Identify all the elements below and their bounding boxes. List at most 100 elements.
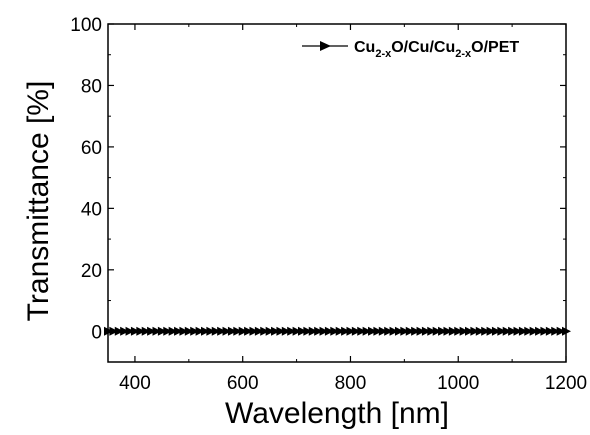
data-point-triangle [276,326,286,336]
data-point-triangle [427,326,437,336]
legend-label-tail: O/PET [471,39,519,56]
data-point-triangle [168,326,178,336]
legend-label: Cu2-xO/Cu/Cu2-xO/PET [354,39,519,60]
x-tick-label: 800 [335,373,367,394]
data-point-triangle [454,326,464,336]
data-point-triangle [179,326,189,336]
data-point-triangle [357,326,367,336]
data-point-triangle [238,326,248,336]
data-point-triangle [130,326,140,336]
data-point-triangle [303,326,313,336]
data-point-triangle [378,326,388,336]
data-point-triangle [120,326,130,336]
x-tick-label: 1200 [545,373,587,394]
data-point-triangle [341,326,351,336]
data-point-triangle [222,326,232,336]
data-point-triangle [513,326,523,336]
y-tick-label: 20 [81,261,102,282]
data-point-triangle [190,326,200,336]
data-point-triangle [314,326,324,336]
data-point-triangle [200,326,210,336]
data-point-triangle [244,326,254,336]
legend-marker-triangle-icon [320,41,331,51]
x-axis-title: Wavelength [nm] [225,397,449,430]
data-point-triangle [545,326,555,336]
data-point-triangle [174,326,184,336]
plot-frame [107,23,567,363]
x-tick-label: 400 [119,373,151,394]
legend-label-base1: Cu [354,39,375,56]
data-point-triangle [287,326,297,336]
data-point-triangle [535,326,545,336]
data-point-triangle [184,326,194,336]
data-point-triangle [125,326,135,336]
data-point-triangle [233,326,243,336]
data-point-triangle [394,326,404,336]
x-tick-label: 600 [227,373,259,394]
data-point-triangle [319,326,329,336]
x-tick-label: 1000 [437,373,479,394]
legend-label-sub1: 2-x [375,48,392,60]
data-point-triangle [540,326,550,336]
data-point-triangle [227,326,237,336]
y-tick-label: 60 [81,138,102,159]
data-point-triangle [524,326,534,336]
y-tick-label: 100 [70,15,102,36]
data-point-triangle [389,326,399,336]
y-axis-ticks: 0 20 40 60 80 100 [70,15,566,343]
data-point-triangle [260,326,270,336]
data-point-triangle [405,326,415,336]
data-point-triangle [486,326,496,336]
data-point-triangle [508,326,518,336]
y-axis-title: Transmittance [%] [22,81,55,322]
data-point-triangle [249,326,259,336]
data-point-triangle [459,326,469,336]
data-point-triangle [481,326,491,336]
data-point-triangle [346,326,356,336]
data-point-triangle [416,326,426,336]
data-point-triangle [443,326,453,336]
data-point-triangle [271,326,281,336]
y-tick-label: 40 [81,199,102,220]
data-point-triangle [448,326,458,336]
data-point-triangle [475,326,485,336]
y-tick-label: 80 [81,76,102,97]
data-point-triangle [324,326,334,336]
data-point-triangle [432,326,442,336]
data-point-triangle [438,326,448,336]
legend-label-mid: O/Cu/Cu [391,39,455,56]
data-point-triangle [265,326,275,336]
data-point-triangle [157,326,167,336]
legend: Cu2-xO/Cu/Cu2-xO/PET [302,39,519,60]
data-point-triangle [141,326,151,336]
data-point-triangle [217,326,227,336]
data-point-triangle [292,326,302,336]
data-point-triangle [421,326,431,336]
data-point-triangle [330,326,340,336]
data-point-triangle [373,326,383,336]
data-point-triangle [297,326,307,336]
data-point-triangle [211,326,221,336]
data-point-triangle [368,326,378,336]
data-point-triangle [254,326,264,336]
series-markers [104,326,571,336]
data-point-triangle [470,326,480,336]
x-axis-ticks: 400 600 800 1000 1200 [119,24,587,394]
data-point-triangle [351,326,361,336]
data-point-triangle [308,326,318,336]
y-tick-label: 0 [91,322,102,343]
data-point-triangle [147,326,157,336]
data-point-triangle [163,326,173,336]
data-point-triangle [195,326,205,336]
data-point-triangle [529,326,539,336]
legend-label-sub2: 2-x [455,48,472,60]
data-point-triangle [502,326,512,336]
data-point-triangle [206,326,216,336]
data-point-triangle [497,326,507,336]
data-point-triangle [152,326,162,336]
data-point-triangle [518,326,528,336]
data-point-triangle [281,326,291,336]
data-point-triangle [136,326,146,336]
data-point-triangle [335,326,345,336]
data-point-triangle [491,326,501,336]
